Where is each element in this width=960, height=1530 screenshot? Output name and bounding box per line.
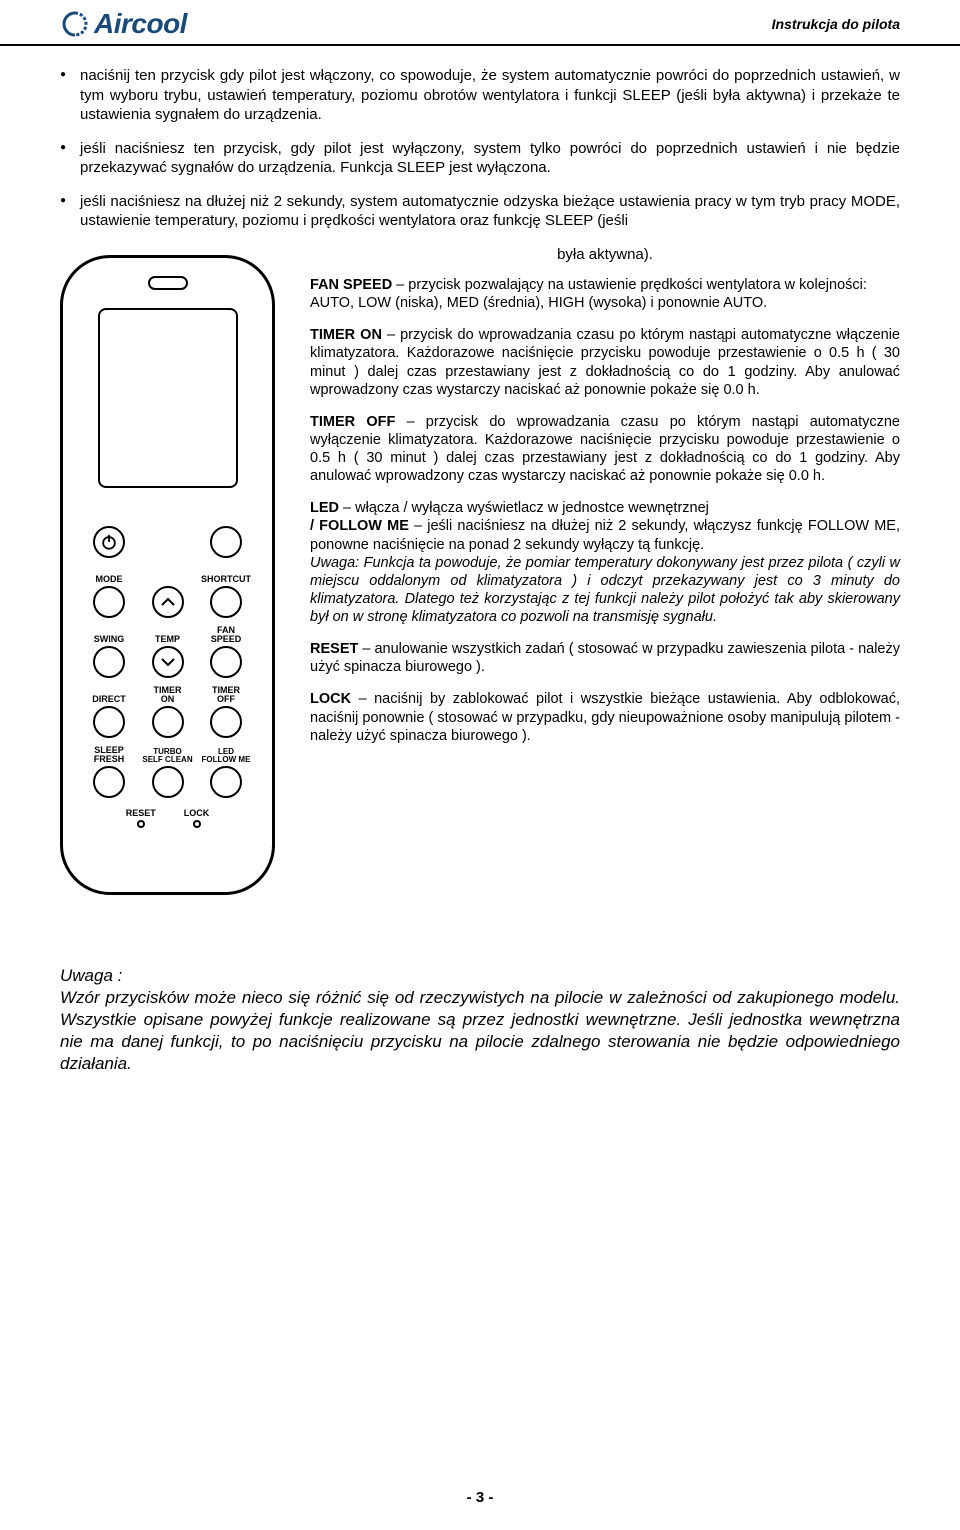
fan-speed-title: FAN SPEED	[310, 277, 392, 293]
led-note: Uwaga: Funkcja ta powoduje, że pomiar te…	[310, 555, 900, 625]
turbo-button	[152, 766, 184, 798]
document-title: Instrukcja do pilota	[772, 16, 900, 32]
btn-label: MODE	[96, 566, 123, 584]
swing-button	[93, 646, 125, 678]
descriptions-column: była aktywna). FAN SPEED – przycisk pozw…	[310, 245, 900, 895]
led-desc: LED – włącza / wyłącza wyświetlacz w jed…	[310, 499, 900, 626]
mode-button	[93, 586, 125, 618]
bullet-item: jeśli naciśniesz na dłużej niż 2 sekundy…	[60, 192, 900, 231]
up-button	[152, 586, 184, 618]
brand-name: Aircool	[94, 8, 187, 40]
page-header: Aircool Instrukcja do pilota	[0, 0, 960, 46]
fan-speed-desc: FAN SPEED – przycisk pozwalający na usta…	[310, 276, 900, 312]
brand-logo: Aircool	[60, 8, 187, 40]
footer-note-title: Uwaga :	[60, 965, 900, 987]
timer-on-button	[152, 706, 184, 738]
chevron-down-icon	[160, 657, 176, 667]
timer-on-desc: TIMER ON – przycisk do wprowadzania czas…	[310, 326, 900, 399]
timer-off-text: – przycisk do wprowadzania czasu po któr…	[310, 414, 900, 484]
lock-hole	[193, 820, 201, 828]
remote-control-diagram: MODE SHORTCUT	[60, 255, 275, 895]
btn-label: TURBO SELF CLEAN	[142, 746, 192, 764]
intro-tail: była aktywna).	[310, 245, 900, 265]
timer-off-title: TIMER OFF	[310, 414, 395, 430]
page-number: - 3 -	[467, 1489, 494, 1506]
main-section: MODE SHORTCUT	[60, 245, 900, 895]
reset-text: – anulowanie wszystkich zadań ( stosować…	[310, 641, 900, 675]
fan-speed-text: – przycisk pozwalający na ustawienie prę…	[392, 277, 867, 293]
onoff-button	[210, 526, 242, 558]
reset-hole	[137, 820, 145, 828]
timer-on-title: TIMER ON	[310, 327, 382, 343]
remote-wrapper: MODE SHORTCUT	[60, 245, 280, 895]
reset-label: RESET	[126, 808, 156, 818]
bullet-item: naciśnij ten przycisk gdy pilot jest włą…	[60, 66, 900, 125]
footer-note: Uwaga : Wzór przycisków może nieco się r…	[60, 965, 900, 1075]
btn-label: LED FOLLOW ME	[202, 746, 251, 764]
bullet-list: naciśnij ten przycisk gdy pilot jest włą…	[60, 66, 900, 231]
led-title: LED	[310, 500, 339, 516]
led-text: – włącza / wyłącza wyświetlacz w jednost…	[339, 500, 709, 516]
btn-label: SWING	[94, 626, 125, 644]
followme-title: / FOLLOW ME	[310, 518, 409, 534]
btn-label: SHORTCUT	[201, 566, 251, 584]
btn-label: SLEEP FRESH	[94, 746, 125, 764]
btn-label: DIRECT	[92, 686, 126, 704]
btn-label: TEMP	[155, 626, 180, 644]
fan-speed-button	[210, 646, 242, 678]
btn-label: TIMER ON	[154, 686, 182, 704]
reset-title: RESET	[310, 641, 358, 657]
shortcut-button	[210, 586, 242, 618]
bullet-item: jeśli naciśniesz ten przycisk, gdy pilot…	[60, 139, 900, 178]
led-followme-button	[210, 766, 242, 798]
down-button	[152, 646, 184, 678]
footer-note-text: Wzór przycisków może nieco się różnić si…	[60, 988, 900, 1073]
reset-desc: RESET – anulowanie wszystkich zadań ( st…	[310, 640, 900, 676]
power-icon	[100, 533, 118, 551]
sleep-fresh-button	[93, 766, 125, 798]
remote-display	[98, 308, 238, 488]
lock-title: LOCK	[310, 691, 351, 707]
power-button	[93, 526, 125, 558]
btn-label: TIMER OFF	[212, 686, 240, 704]
timer-on-text: – przycisk do wprowadzania czasu po któr…	[310, 327, 900, 397]
lock-desc: LOCK – naciśnij by zablokować pilot i ws…	[310, 690, 900, 744]
lock-label: LOCK	[184, 808, 210, 818]
timer-off-desc: TIMER OFF – przycisk do wprowadzania cza…	[310, 413, 900, 486]
timer-off-button	[210, 706, 242, 738]
button-grid: MODE SHORTCUT	[63, 506, 272, 828]
lock-text: – naciśnij by zablokować pilot i wszystk…	[310, 691, 900, 743]
logo-icon	[60, 11, 90, 37]
fan-speed-line2: AUTO, LOW (niska), MED (średnia), HIGH (…	[310, 295, 767, 311]
chevron-up-icon	[160, 597, 176, 607]
direct-button	[93, 706, 125, 738]
ir-lens	[148, 276, 188, 290]
page-content: naciśnij ten przycisk gdy pilot jest włą…	[0, 46, 960, 1095]
btn-label: FAN SPEED	[211, 626, 242, 644]
